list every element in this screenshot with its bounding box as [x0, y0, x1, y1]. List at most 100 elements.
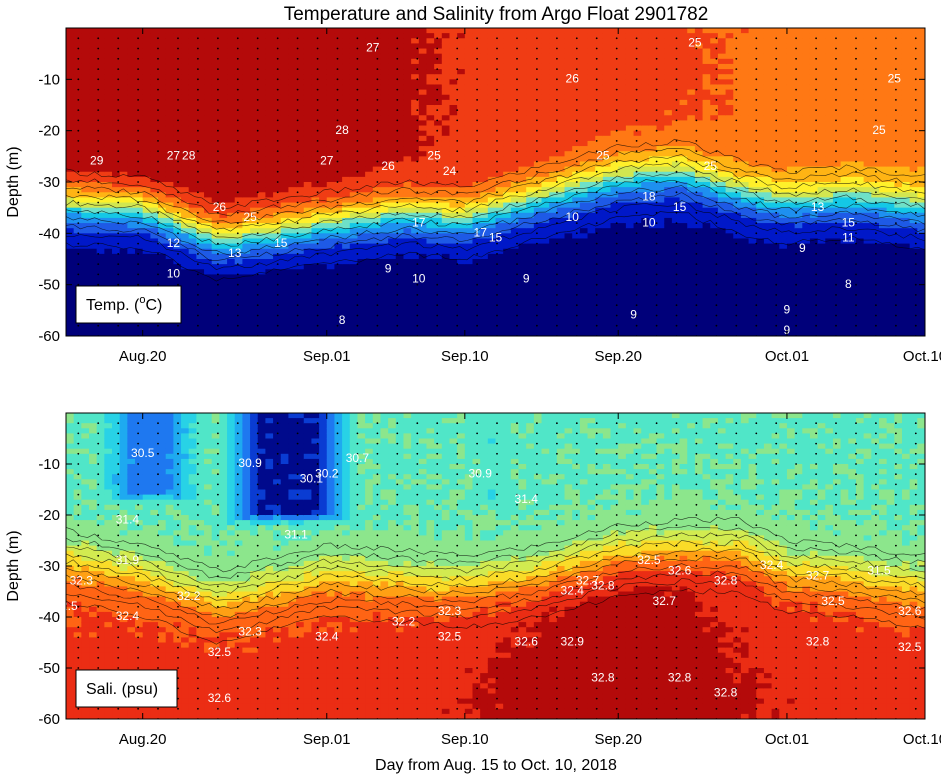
temperature-field-cell — [395, 305, 405, 311]
temperature-field-cell — [472, 120, 481, 127]
temperature-field-cell — [388, 110, 397, 116]
temperature-field-cell — [648, 151, 658, 157]
temperature-field-cell — [671, 264, 681, 270]
temperature-field-cell — [549, 84, 558, 91]
temperature-field-cell — [687, 151, 696, 157]
temperature-field-cell — [303, 320, 313, 327]
temperature-field-cell — [549, 110, 558, 116]
temperature-field-cell — [273, 330, 282, 336]
temperature-field-cell — [242, 223, 251, 229]
temperature-field-cell — [303, 94, 313, 101]
temperature-field-cell — [641, 89, 650, 96]
temperature-field-cell — [349, 207, 359, 214]
temperature-field-cell — [165, 156, 174, 163]
temperature-field-cell — [426, 259, 435, 265]
temperature-field-cell — [618, 300, 627, 306]
temperature-field-cell — [526, 135, 535, 142]
temperature-field-cell — [165, 192, 174, 198]
temperature-field-cell — [572, 197, 581, 204]
temperature-field-cell — [694, 264, 704, 270]
temperature-field-cell — [541, 130, 550, 137]
temperature-field-cell — [280, 125, 290, 132]
temperature-field-cell — [441, 79, 451, 86]
temperature-field-cell — [173, 105, 182, 111]
temperature-field-cell — [388, 243, 397, 250]
temperature-field-cell — [288, 74, 297, 80]
temperature-field-cell — [395, 135, 405, 142]
temperature-field-cell — [610, 289, 619, 296]
temperature-field-cell — [457, 156, 466, 163]
temperature-field-cell — [181, 187, 190, 193]
temperature-field-cell — [595, 125, 604, 132]
temperature-field-cell — [73, 110, 82, 116]
temperature-field-cell — [495, 320, 504, 327]
temperature-field-cell — [579, 135, 589, 142]
temperature-field-cell — [326, 182, 336, 188]
temperature-field-cell — [234, 259, 243, 265]
temperature-field-cell — [89, 105, 98, 111]
temperature-field-cell — [227, 253, 236, 260]
temperature-field-cell — [457, 294, 466, 301]
temperature-field-cell — [257, 212, 267, 219]
temperature-field-cell — [595, 243, 604, 250]
temperature-field-cell — [395, 140, 405, 147]
temperature-field-cell — [664, 161, 673, 168]
temperature-field-cell — [204, 79, 213, 86]
temperature-field-cell — [434, 140, 443, 147]
temperature-field-cell — [495, 156, 504, 163]
temperature-field-cell — [472, 115, 481, 121]
temperature-field-cell — [395, 217, 405, 224]
temperature-field-cell — [211, 289, 220, 296]
temperature-field-cell — [602, 289, 612, 296]
temperature-field-cell — [296, 63, 305, 70]
temperature-field-cell — [319, 84, 328, 91]
temperature-field-cell — [196, 161, 205, 168]
temperature-field-cell — [227, 79, 236, 86]
temperature-field-cell — [426, 182, 435, 188]
temperature-field-cell — [480, 279, 489, 286]
temperature-field-cell — [625, 146, 635, 152]
temperature-field-cell — [610, 161, 619, 168]
temperature-field-cell — [564, 253, 573, 260]
temperature-field-cell — [556, 84, 566, 91]
temperature-field-cell — [625, 315, 635, 322]
temperature-field-cell — [533, 166, 543, 173]
temperature-field-cell — [365, 48, 374, 55]
temperature-field-cell — [411, 269, 420, 275]
temperature-field-cell — [127, 182, 136, 188]
temperature-field-cell — [602, 274, 612, 281]
temperature-field-cell — [204, 330, 213, 336]
temperature-field-cell — [694, 53, 704, 60]
temperature-field-cell — [388, 99, 397, 106]
temperature-field-cell — [687, 259, 696, 265]
temperature-field-cell — [533, 228, 543, 234]
temperature-field-cell — [365, 315, 374, 322]
temperature-field-cell — [365, 217, 374, 224]
temperature-field-cell — [702, 79, 711, 86]
temperature-field-cell — [671, 105, 681, 111]
temperature-field-cell — [211, 187, 220, 193]
temperature-field-cell — [426, 28, 435, 34]
temperature-field-cell — [296, 43, 305, 50]
temperature-field-cell — [487, 53, 497, 60]
temperature-field-cell — [342, 187, 351, 193]
temperature-field-cell — [357, 238, 366, 245]
temperature-field-cell — [273, 248, 282, 255]
temperature-field-cell — [73, 135, 82, 142]
temperature-field-cell — [273, 192, 282, 198]
temperature-field-cell — [526, 110, 535, 116]
temperature-field-cell — [564, 28, 573, 34]
temperature-field-cell — [564, 223, 573, 229]
temperature-field-cell — [265, 259, 274, 265]
temperature-field-cell — [227, 325, 236, 332]
temperature-field-cell — [234, 197, 243, 204]
temperature-field-cell — [518, 33, 527, 39]
temperature-field-cell — [349, 79, 359, 86]
temperature-field-cell — [687, 212, 696, 219]
temperature-field-cell — [395, 192, 405, 198]
temperature-field-cell — [633, 294, 642, 301]
temperature-field-cell — [204, 320, 213, 327]
temperature-field-cell — [119, 38, 128, 44]
temperature-field-cell — [196, 166, 205, 173]
temperature-field-cell — [181, 233, 190, 240]
